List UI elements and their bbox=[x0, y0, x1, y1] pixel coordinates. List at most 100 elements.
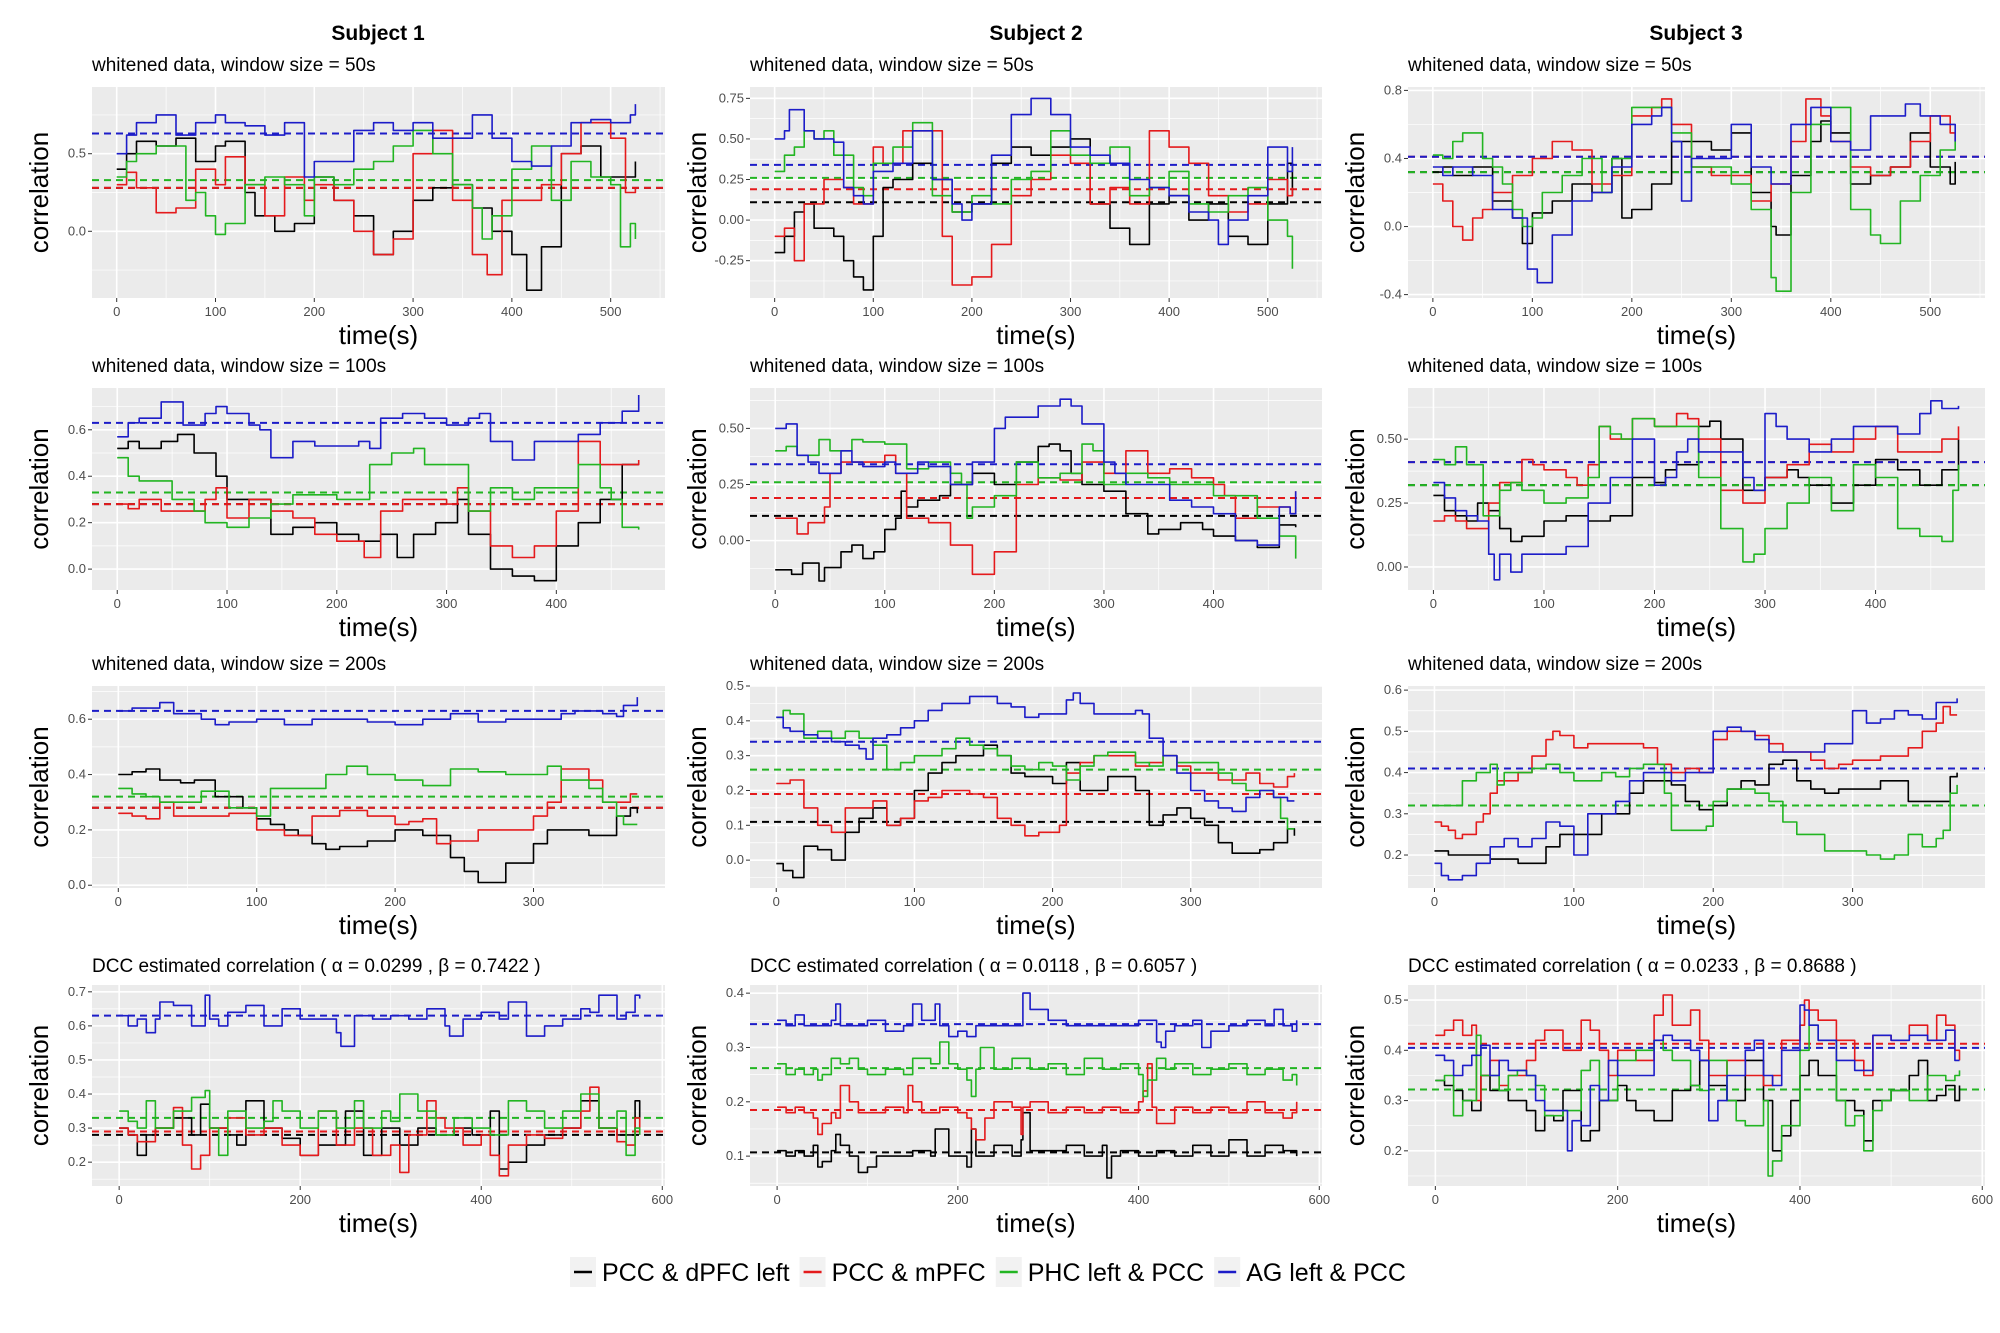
x-tick-label: 200 bbox=[303, 304, 325, 319]
x-tick-label: 400 bbox=[1128, 1192, 1150, 1207]
x-tick-label: 0 bbox=[114, 596, 121, 611]
x-tick-label: 0 bbox=[1432, 1192, 1439, 1207]
x-axis-label: time(s) bbox=[339, 612, 418, 642]
series-line-phc-left-pcc bbox=[776, 709, 1295, 830]
series-line-pcc-mpfc bbox=[777, 1063, 1298, 1141]
panel-title: whitened data, window size = 50s bbox=[1407, 55, 1692, 76]
y-tick-label: 0.0 bbox=[68, 877, 86, 892]
y-tick-label: 0.0 bbox=[1384, 219, 1402, 234]
panel-r1-c2: whitened data, window size = 50s 0 100 200 3… bbox=[682, 55, 1322, 350]
x-tick-label: 0 bbox=[113, 304, 120, 319]
series-line-phc-left-pcc bbox=[774, 121, 1294, 269]
series-line-phc-left-pcc bbox=[777, 1041, 1298, 1098]
panel-title: whitened data, window size = 200s bbox=[1407, 654, 1702, 675]
y-tick-label: 0.3 bbox=[1384, 1093, 1402, 1108]
x-tick-label: 200 bbox=[947, 1192, 969, 1207]
x-tick-label: 200 bbox=[984, 596, 1006, 611]
x-tick-label: 400 bbox=[501, 304, 523, 319]
series-line-ag-left-pcc bbox=[117, 395, 640, 461]
series-line-ag-left-pcc bbox=[1434, 698, 1958, 881]
x-tick-label: 0 bbox=[771, 304, 778, 319]
x-tick-label: 200 bbox=[384, 894, 406, 909]
y-tick-label: 0.2 bbox=[1384, 847, 1402, 862]
panel-title: whitened data, window size = 100s bbox=[1407, 356, 1702, 377]
panel-title: whitened data, window size = 100s bbox=[91, 356, 386, 377]
panel-title: whitened data, window size = 50s bbox=[91, 55, 376, 76]
panel-r2-c3: whitened data, window size = 100s 0 100 200… bbox=[1340, 356, 1985, 642]
y-axis-label: correlation bbox=[1340, 726, 1370, 847]
y-tick-label: 0.4 bbox=[1384, 765, 1402, 780]
x-tick-label: 300 bbox=[523, 894, 545, 909]
x-tick-label: 200 bbox=[289, 1192, 311, 1207]
legend: PCC & dPFC left PCC & mPFC PHC left & PCC A… bbox=[570, 1257, 1406, 1287]
x-tick-label: 400 bbox=[1158, 304, 1180, 319]
series-line-pcc-dpfc-left bbox=[775, 443, 1297, 582]
y-tick-label: 0.00 bbox=[1377, 559, 1402, 574]
legend-item: AG left & PCC bbox=[1214, 1257, 1406, 1287]
x-tick-label: 100 bbox=[1522, 304, 1544, 319]
y-tick-label: 0.4 bbox=[1384, 150, 1402, 165]
x-axis-label: time(s) bbox=[1657, 612, 1736, 642]
panel-r3-c2: whitened data, window size = 200s 0 100 200… bbox=[682, 654, 1322, 940]
x-tick-label: 300 bbox=[402, 304, 424, 319]
x-tick-label: 100 bbox=[205, 304, 227, 319]
series-line-ag-left-pcc bbox=[116, 104, 637, 178]
y-tick-label: 0.5 bbox=[68, 1052, 86, 1067]
plot-area bbox=[1408, 98, 1985, 292]
y-tick-label: 0.4 bbox=[726, 713, 744, 728]
y-axis-label: correlation bbox=[24, 132, 54, 253]
x-tick-label: 600 bbox=[651, 1192, 673, 1207]
x-tick-label: 100 bbox=[862, 304, 884, 319]
subject-title-3: Subject 3 bbox=[1649, 22, 1742, 45]
panel-title: DCC estimated correlation ( α = 0.0118 ,… bbox=[750, 956, 1197, 977]
x-tick-label: 100 bbox=[1533, 596, 1555, 611]
y-axis-label: correlation bbox=[24, 726, 54, 847]
x-tick-label: 500 bbox=[1919, 304, 1941, 319]
x-tick-label: 300 bbox=[436, 596, 458, 611]
y-tick-label: 0.1 bbox=[726, 1148, 744, 1163]
y-tick-label: 0.7 bbox=[68, 984, 86, 999]
plot-area bbox=[750, 97, 1322, 291]
plot-background bbox=[1408, 388, 1985, 590]
series-line-pcc-mpfc bbox=[776, 754, 1296, 837]
series-line-ag-left-pcc bbox=[119, 994, 641, 1048]
y-tick-label: 0.50 bbox=[1377, 431, 1402, 446]
x-tick-label: 300 bbox=[1093, 596, 1115, 611]
panel-title: DCC estimated correlation ( α = 0.0299 ,… bbox=[92, 956, 541, 977]
x-tick-label: 0 bbox=[116, 1192, 123, 1207]
x-tick-label: 0 bbox=[1429, 304, 1436, 319]
panel-r1-c1: whitened data, window size = 50s 0 100 200 3… bbox=[24, 55, 665, 350]
x-tick-label: 0 bbox=[773, 894, 780, 909]
x-tick-label: 300 bbox=[1720, 304, 1742, 319]
y-tick-label: 0.50 bbox=[719, 420, 744, 435]
x-tick-label: 300 bbox=[1060, 304, 1082, 319]
y-tick-label: 0.5 bbox=[68, 146, 86, 161]
series-line-pcc-mpfc bbox=[116, 121, 637, 276]
series-line-pcc-dpfc-left bbox=[118, 768, 639, 884]
x-tick-label: 400 bbox=[1203, 596, 1225, 611]
x-tick-label: 300 bbox=[1842, 894, 1864, 909]
x-tick-label: 100 bbox=[874, 596, 896, 611]
plot-area bbox=[1408, 994, 1985, 1177]
series-line-phc-left-pcc bbox=[1435, 1024, 1961, 1177]
series-line-ag-left-pcc bbox=[118, 697, 639, 726]
x-axis-label: time(s) bbox=[1657, 1208, 1736, 1238]
x-axis-label: time(s) bbox=[996, 910, 1075, 940]
y-tick-label: 0.3 bbox=[726, 1039, 744, 1054]
plot-area bbox=[92, 994, 665, 1177]
y-tick-label: 0.4 bbox=[68, 1086, 86, 1101]
y-tick-label: 0.3 bbox=[726, 748, 744, 763]
series-line-phc-left-pcc bbox=[117, 447, 640, 530]
x-tick-label: 400 bbox=[545, 596, 567, 611]
panel-r3-c1: whitened data, window size = 200s 0 100 200… bbox=[24, 654, 665, 940]
y-tick-label: 0.5 bbox=[1384, 723, 1402, 738]
legend-item: PCC & mPFC bbox=[799, 1257, 986, 1287]
x-tick-label: 200 bbox=[1607, 1192, 1629, 1207]
x-axis-label: time(s) bbox=[339, 910, 418, 940]
x-tick-label: 100 bbox=[216, 596, 238, 611]
series-line-ag-left-pcc bbox=[775, 398, 1297, 546]
y-tick-label: 0.25 bbox=[1377, 495, 1402, 510]
y-tick-label: 0.4 bbox=[1384, 1042, 1402, 1057]
subject-title-2: Subject 2 bbox=[989, 22, 1082, 45]
